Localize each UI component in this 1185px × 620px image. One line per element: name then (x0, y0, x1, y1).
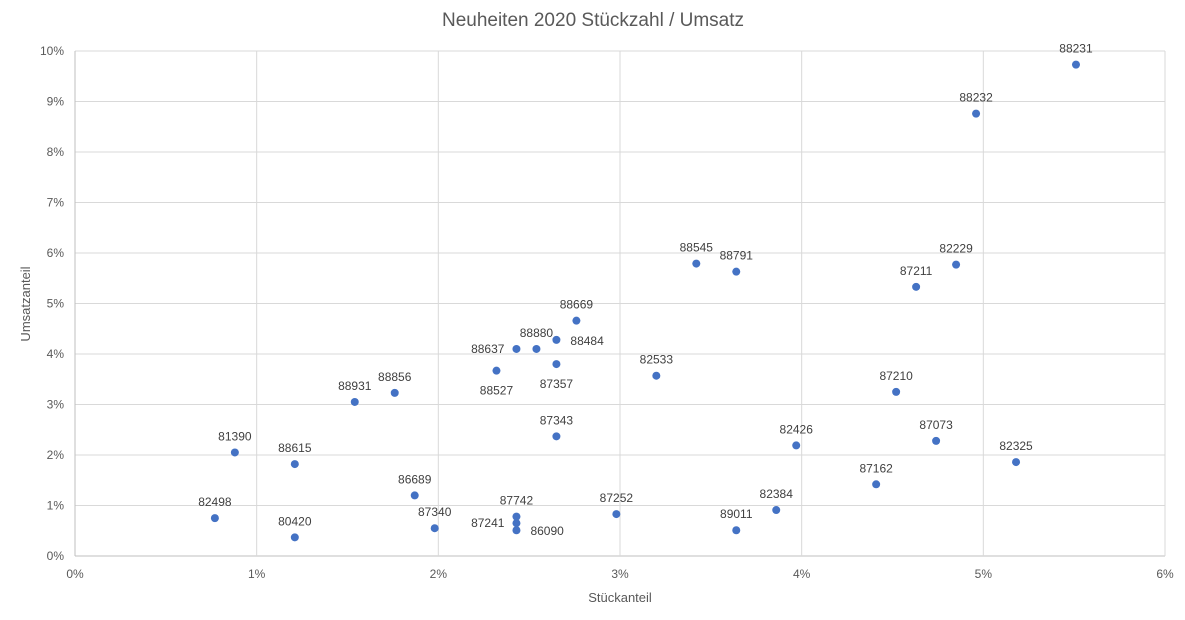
data-label: 87742 (500, 494, 534, 508)
x-tick-label: 1% (248, 567, 266, 581)
data-point (612, 510, 621, 519)
data-point (772, 506, 781, 515)
data-label: 82229 (939, 242, 973, 256)
x-tick-label: 0% (66, 567, 84, 581)
data-label: 87340 (418, 505, 452, 519)
data-labels: 88231 88232 88545 88791 82229 87211 88669 88880… (198, 42, 1093, 539)
grid (74, 50, 1166, 557)
x-tick-label: 2% (430, 567, 448, 581)
data-point (732, 526, 741, 535)
x-axis-ticks: 0% 1% 2% 3% 4% 5% 6% (66, 567, 1174, 581)
data-label: 88527 (480, 384, 514, 398)
y-tick-label: 4% (47, 347, 65, 361)
data-label: 82533 (640, 353, 674, 367)
data-label: 87357 (540, 377, 574, 391)
data-label: 88791 (720, 249, 754, 263)
data-point (972, 109, 981, 118)
data-label: 88931 (338, 379, 372, 393)
y-axis-ticks: 0% 1% 2% 3% 4% 5% 6% 7% 8% 9% 10% (40, 44, 64, 563)
data-label: 82325 (999, 439, 1033, 453)
data-point (532, 344, 541, 353)
data-label: 80420 (278, 514, 312, 528)
y-tick-label: 7% (47, 196, 65, 210)
data-point (932, 436, 941, 445)
data-label: 88856 (378, 370, 412, 384)
data-label: 81390 (218, 429, 252, 443)
y-tick-label: 8% (47, 145, 65, 159)
data-label: 82384 (760, 487, 794, 501)
x-axis-title: Stückanteil (588, 590, 652, 605)
data-label: 87252 (600, 491, 634, 505)
data-point (512, 519, 521, 528)
data-point (512, 344, 521, 353)
data-point (1071, 60, 1080, 69)
data-label: 87073 (919, 418, 953, 432)
y-tick-label: 2% (47, 448, 65, 462)
data-point (692, 259, 701, 268)
data-point (912, 282, 921, 291)
data-label: 87241 (471, 516, 505, 530)
data-point (430, 524, 439, 533)
data-label: 86689 (398, 472, 432, 486)
y-tick-label: 10% (40, 44, 64, 58)
data-label: 82498 (198, 495, 232, 509)
data-point (552, 432, 561, 441)
data-label: 82426 (780, 422, 814, 436)
chart-title: Neuheiten 2020 Stückzahl / Umsatz (442, 10, 744, 31)
data-point (792, 441, 801, 450)
data-label: 88615 (278, 441, 312, 455)
y-tick-label: 9% (47, 95, 65, 109)
data-point (872, 480, 881, 489)
data-point (1012, 458, 1021, 467)
data-label: 86090 (530, 524, 564, 538)
y-tick-label: 6% (47, 246, 65, 260)
data-point (350, 397, 359, 406)
data-point (410, 491, 419, 500)
data-label: 87210 (879, 369, 913, 383)
y-tick-label: 3% (47, 398, 65, 412)
data-label: 88637 (471, 342, 505, 356)
data-point (552, 335, 561, 344)
data-point (952, 260, 961, 269)
data-point (290, 460, 299, 469)
data-label: 88484 (570, 334, 604, 348)
y-tick-label: 5% (47, 297, 65, 311)
y-tick-label: 1% (47, 499, 65, 513)
data-point (652, 371, 661, 380)
data-point (230, 448, 239, 457)
data-point (892, 387, 901, 396)
data-label: 88231 (1059, 42, 1093, 56)
x-tick-label: 5% (975, 567, 993, 581)
data-point (390, 388, 399, 397)
x-tick-label: 3% (611, 567, 629, 581)
y-tick-label: 0% (47, 549, 65, 563)
data-label: 88232 (959, 91, 993, 105)
data-point (512, 526, 521, 535)
data-point (572, 316, 581, 325)
data-points (210, 60, 1080, 542)
data-label: 88545 (680, 241, 714, 255)
data-label: 88669 (560, 298, 594, 312)
data-label: 87162 (859, 461, 893, 475)
data-label: 87211 (900, 264, 933, 278)
data-label: 89011 (720, 507, 753, 521)
y-axis-title: Umsatzanteil (18, 266, 33, 341)
data-label: 88880 (520, 326, 554, 340)
data-point (512, 512, 521, 521)
x-tick-label: 4% (793, 567, 811, 581)
data-point (290, 533, 299, 542)
data-point (492, 366, 501, 375)
data-point (732, 267, 741, 276)
data-point (210, 514, 219, 523)
x-tick-label: 6% (1156, 567, 1174, 581)
data-label: 87343 (540, 413, 574, 427)
data-point (552, 360, 561, 369)
